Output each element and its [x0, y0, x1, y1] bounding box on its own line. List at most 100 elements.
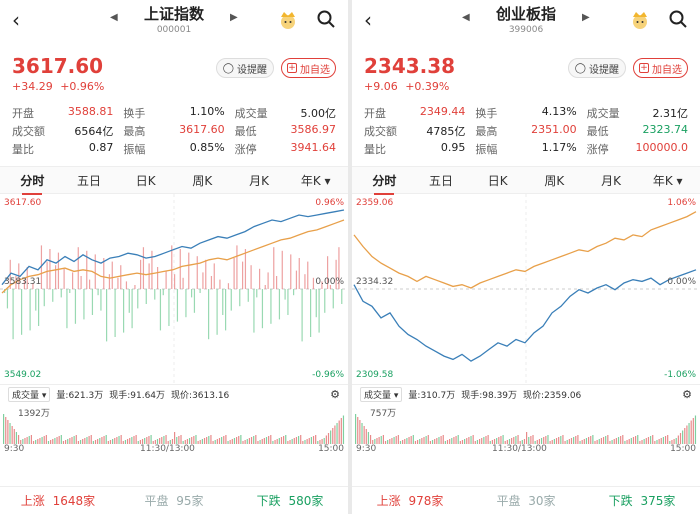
chart-tab[interactable]: 分时 — [356, 172, 413, 195]
next-index-icon[interactable]: ▶ — [230, 12, 238, 23]
crown-mascot-icon[interactable] — [276, 8, 300, 30]
volume-bar — [221, 437, 223, 444]
next-index-icon[interactable]: ▶ — [582, 12, 590, 23]
intraday-chart[interactable]: 3617.60 3583.31 3549.02 0.96% 0.00% -0.96% — [0, 194, 348, 384]
volume-bar — [144, 438, 146, 444]
chart-tab[interactable]: 五日 — [429, 173, 454, 188]
volume-bar — [45, 435, 47, 444]
volume-bar — [28, 436, 30, 444]
settings-icon[interactable]: ⚙ — [682, 388, 692, 401]
stat-value: 4.13% — [541, 105, 577, 118]
prev-index-icon[interactable]: ◀ — [110, 12, 118, 23]
volume-bar — [628, 439, 630, 444]
volume-bar — [594, 441, 596, 444]
volume-bar — [579, 441, 581, 444]
chart-tab[interactable]: 分时 — [4, 172, 61, 195]
volume-bar — [306, 439, 308, 444]
intraday-chart[interactable]: 2359.06 2334.32 2309.58 1.06% 0.00% -1.06% — [352, 194, 700, 384]
chart-tab[interactable]: 月K — [601, 173, 621, 188]
volume-bar — [547, 435, 549, 444]
volume-bar — [690, 420, 692, 444]
volume-bar — [376, 438, 378, 444]
volume-bar — [645, 438, 647, 444]
chart-tab[interactable]: 日K — [135, 173, 156, 188]
chart-tab[interactable]: 月K — [249, 173, 269, 188]
add-watchlist-button[interactable]: + 加自选 — [633, 58, 688, 78]
volume-bar — [656, 440, 658, 444]
search-icon[interactable] — [316, 9, 336, 29]
prev-index-icon[interactable]: ◀ — [462, 12, 470, 23]
back-icon[interactable]: ‹ — [364, 8, 372, 32]
stat-value: 3941.64 — [290, 141, 336, 154]
index-panel-sse: ‹ ◀ 上证指数 000001 ▶ 3617.60 +34.29 +0.96% … — [0, 0, 348, 514]
set-alert-button[interactable]: ◯ 设提醒 — [567, 58, 626, 78]
volume-bar — [58, 436, 60, 444]
volume-bar — [184, 440, 186, 444]
breadth-bar — [295, 270, 298, 289]
breadth-bar — [338, 247, 340, 289]
stat-value: 4785亿 — [426, 125, 466, 138]
breadth-up: 上涨 1648家 — [0, 492, 116, 509]
breadth-flat: 平盘 30家 — [468, 492, 584, 509]
stat-value: 2323.74 — [642, 123, 688, 136]
breadth-bar — [287, 289, 289, 315]
breadth-bar — [108, 274, 111, 289]
set-alert-button[interactable]: ◯ 设提醒 — [215, 58, 274, 78]
volume-indicator-select[interactable]: 成交量 ▾ — [8, 387, 51, 402]
volume-bar — [13, 429, 15, 444]
volume-bar — [434, 439, 436, 444]
volume-bar — [11, 426, 13, 444]
chart-tab[interactable]: 日K — [487, 173, 508, 188]
breadth-bar — [242, 261, 244, 289]
volume-bar — [73, 436, 75, 444]
volume-bar — [165, 435, 167, 444]
volume-chart[interactable]: 757万 — [352, 404, 700, 444]
breadth-bar — [196, 256, 198, 289]
add-watchlist-button[interactable]: + 加自选 — [281, 58, 336, 78]
breadth-bar — [69, 289, 71, 293]
breadth-bar — [259, 268, 261, 289]
change-percent: +0.96% — [60, 80, 105, 93]
chart-tab[interactable]: 年K ▾ — [300, 173, 331, 188]
volume-bar — [191, 437, 193, 444]
volume-bar — [675, 438, 677, 444]
volume-amount: 量:621.3万 — [56, 391, 104, 401]
volume-bar — [50, 440, 52, 444]
volume-bar — [216, 439, 218, 444]
chart-tab[interactable]: 周K — [544, 173, 565, 188]
volume-bar — [438, 437, 440, 444]
chart-tab[interactable]: 周K — [192, 173, 213, 188]
chart-tab[interactable]: 年K ▾ — [652, 173, 683, 188]
time-axis: 9:30 11:30/13:00 15:00 — [352, 444, 700, 456]
volume-bar — [677, 435, 679, 444]
volume-chart[interactable]: 1392万 — [0, 404, 348, 444]
settings-icon[interactable]: ⚙ — [330, 388, 340, 401]
volume-bar — [483, 437, 485, 444]
volume-indicator-select[interactable]: 成交量 ▾ — [360, 387, 403, 402]
stat-value: 0.87 — [88, 141, 114, 154]
search-icon[interactable] — [668, 9, 688, 29]
breadth-bar — [327, 256, 329, 289]
breadth-bar — [162, 289, 164, 296]
volume-bar — [669, 441, 671, 444]
breadth-bar — [216, 289, 218, 335]
breadth-bar — [208, 289, 210, 340]
crown-mascot-icon[interactable] — [628, 8, 652, 30]
volume-bar — [596, 440, 598, 444]
volume-bar — [590, 436, 592, 444]
volume-bar — [382, 435, 384, 444]
breadth-bar — [247, 289, 249, 302]
back-icon[interactable]: ‹ — [12, 8, 20, 32]
volume-bar — [511, 438, 513, 444]
stat-value: 100000.0 — [635, 141, 688, 154]
volume-bar — [551, 440, 553, 444]
volume-bar — [521, 440, 523, 444]
breadth-bar — [182, 277, 184, 289]
set-alert-label: 设提醒 — [237, 64, 267, 76]
chart-tab[interactable]: 五日 — [77, 173, 102, 188]
breadth-flat: 平盘 95家 — [116, 492, 232, 509]
volume-bar — [607, 435, 609, 444]
volume-bar — [429, 441, 432, 444]
volume-bar — [658, 439, 660, 444]
breadth-bar — [293, 289, 295, 296]
